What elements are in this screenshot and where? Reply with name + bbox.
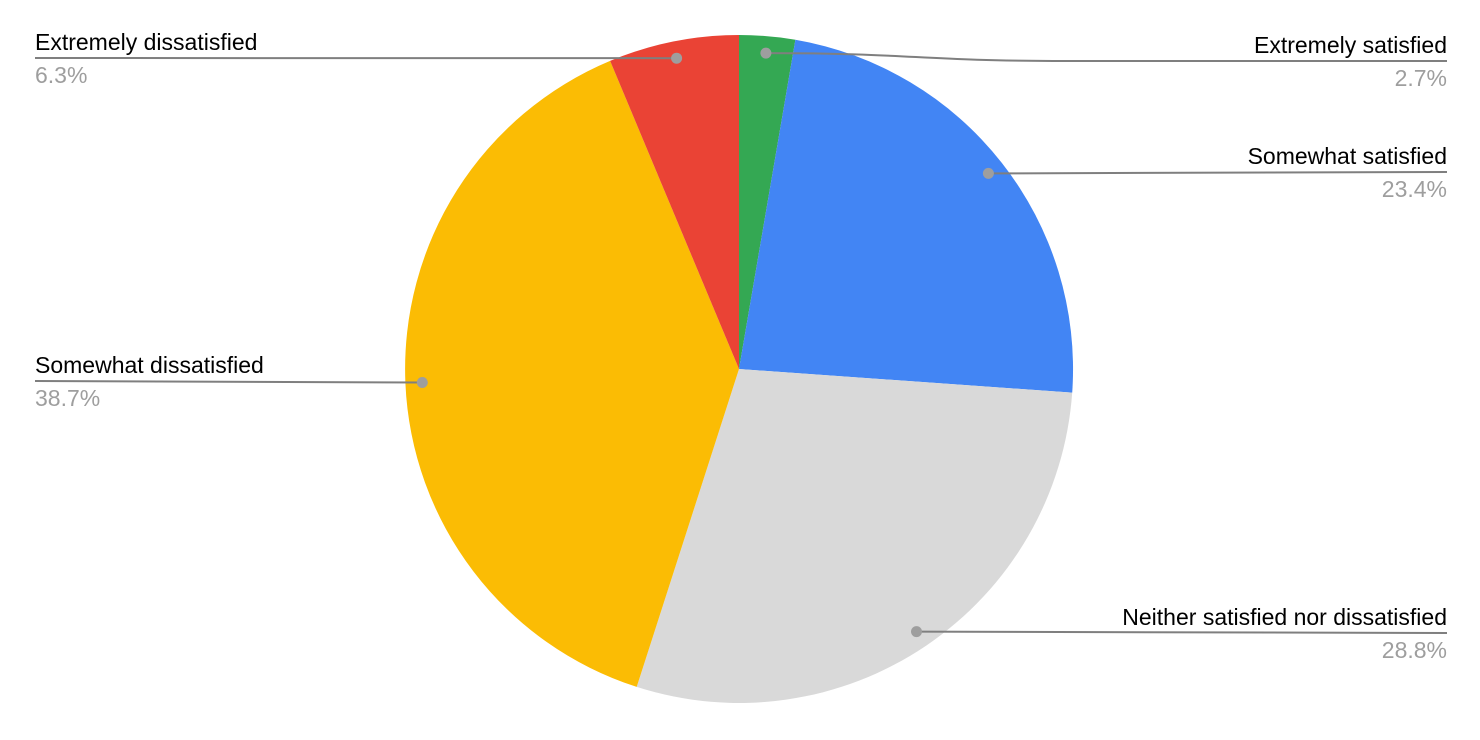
pie-slice-extremely-satisfied[interactable] [739,35,796,369]
pie-slice-somewhat-dissatisfied[interactable] [405,60,739,687]
callout-extremely-dissatisfied: Extremely dissatisfied 6.3% [35,29,257,88]
anchor-dot-extremely-satisfied [760,47,772,59]
callout-somewhat-dissatisfied: Somewhat dissatisfied 38.7% [35,352,264,411]
callout-neither-satisfied-nor-dissatisfied: Neither satisfied nor dissatisfied 28.8% [1122,604,1447,663]
anchor-dot-somewhat-dissatisfied [416,377,428,388]
leader-line-extremely-satisfied [765,52,1447,62]
pie-slice-extremely-dissatisfied[interactable] [610,35,739,369]
leader-line-neither-satisfied-nor-dissatisfied [916,630,1448,634]
callout-extremely-satisfied: Extremely satisfied 2.7% [1254,32,1447,91]
pie-slice-neither-satisfied-nor-dissatisfied[interactable] [636,369,1073,703]
slice-percent: 28.8% [1381,637,1447,663]
anchor-dot-neither-satisfied-nor-dissatisfied [911,626,922,638]
slice-percent: 6.3% [35,62,88,88]
anchor-dot-somewhat-satisfied [982,167,994,179]
slice-label: Extremely satisfied [1253,32,1447,58]
leader-line-somewhat-dissatisfied [34,380,423,384]
slice-percent: 2.7% [1394,65,1447,91]
slice-label: Neither satisfied nor dissatisfied [1122,604,1447,630]
slice-label: Somewhat satisfied [1247,143,1447,169]
callout-somewhat-satisfied: Somewhat satisfied 23.4% [1248,143,1447,202]
anchor-dot-extremely-dissatisfied [671,52,683,64]
slice-label: Somewhat dissatisfied [35,352,264,378]
leader-line-somewhat-satisfied [988,171,1448,175]
slice-label: Extremely dissatisfied [35,29,258,55]
pie-slice-somewhat-satisfied[interactable] [739,39,1074,393]
slice-percent: 38.7% [35,385,101,411]
slice-percent: 23.4% [1381,176,1447,202]
